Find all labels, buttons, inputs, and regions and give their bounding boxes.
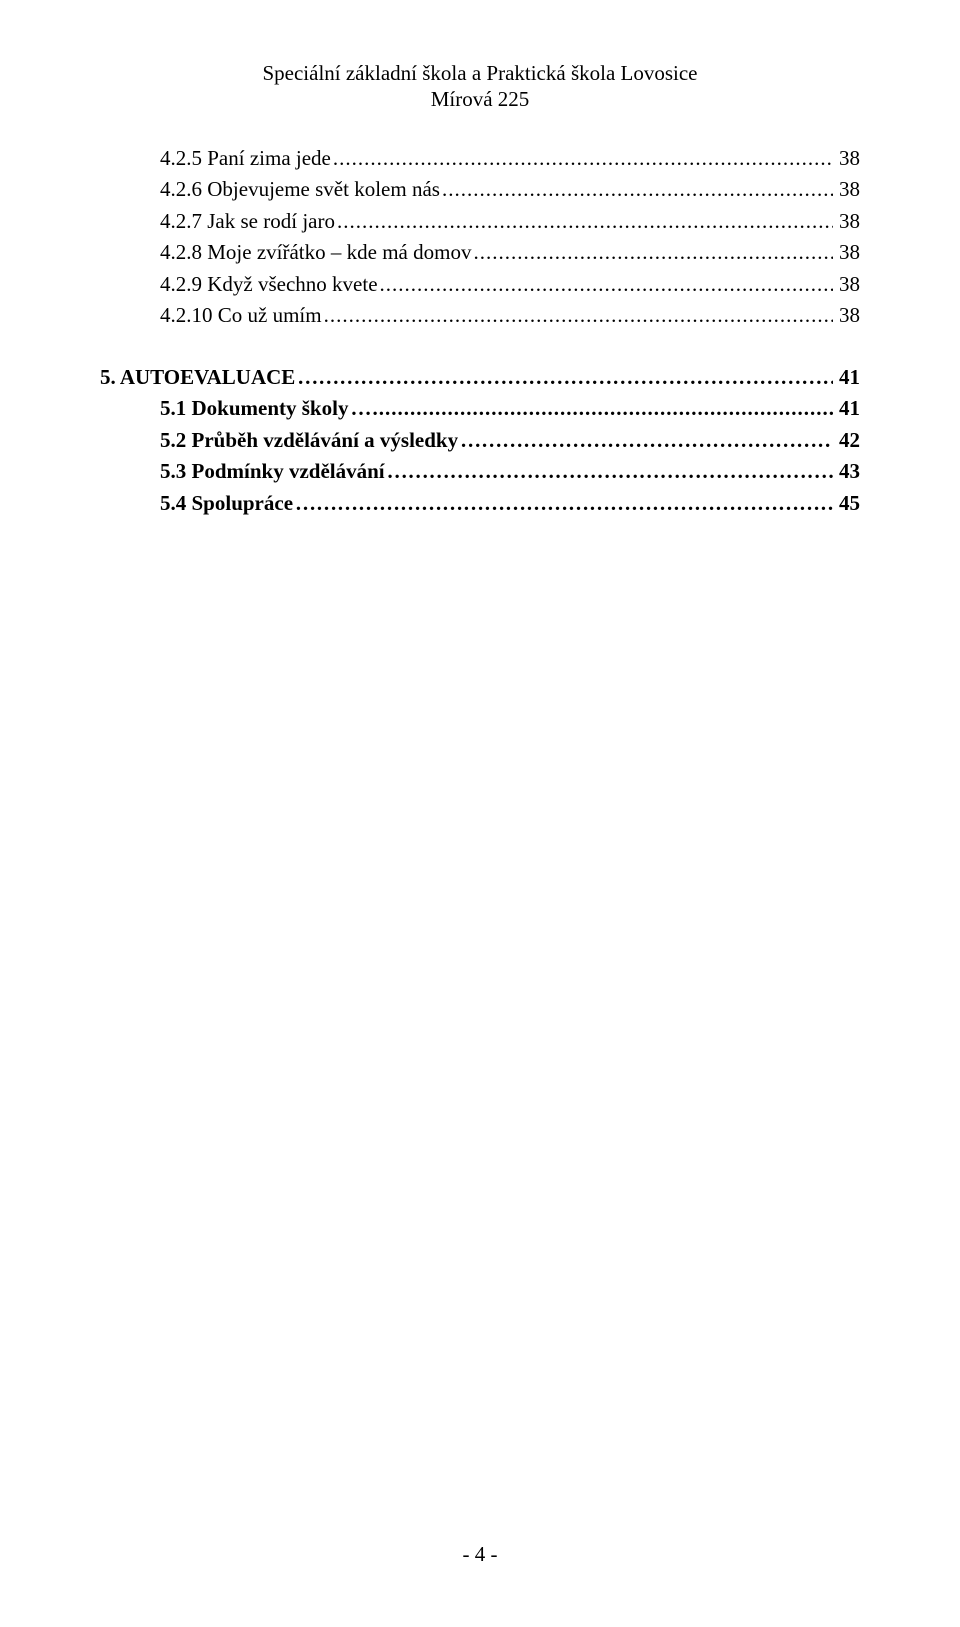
toc-leader [442, 174, 833, 206]
toc-label: 4.2.5 Paní zima jede [160, 143, 331, 175]
spacer [100, 332, 860, 362]
footer-page-number: - 4 - [463, 1542, 498, 1566]
toc-page-number: 38 [835, 237, 860, 269]
toc-leader [295, 488, 833, 520]
toc-leader [333, 143, 833, 175]
toc-sub-item: 4.2.7 Jak se rodí jaro 38 [100, 206, 860, 238]
toc-leader [297, 362, 833, 394]
document-page: Speciální základní škola a Praktická ško… [0, 0, 960, 1627]
toc-leader [460, 425, 833, 457]
toc-label: 4.2.6 Objevujeme svět kolem nás [160, 174, 440, 206]
toc-label: 4.2.8 Moje zvířátko – kde má domov [160, 237, 471, 269]
page-footer: - 4 - [0, 1542, 960, 1567]
toc-label-text: 4.2.8 Moje zvířátko [160, 240, 331, 264]
toc-sub-item: 4.2.5 Paní zima jede 38 [100, 143, 860, 175]
table-of-contents: 4.2.5 Paní zima jede 38 4.2.6 Objevujeme… [100, 143, 860, 520]
header-line-2: Mírová 225 [100, 86, 860, 112]
toc-page-number: 38 [835, 300, 860, 332]
toc-page-number: 41 [835, 362, 860, 394]
toc-page-number: 38 [835, 143, 860, 175]
toc-leader [350, 393, 833, 425]
toc-leader [337, 206, 833, 238]
toc-sub-item: 4.2.10 Co už umím 38 [100, 300, 860, 332]
toc-sub-item: 4.2.9 Když všechno kvete 38 [100, 269, 860, 301]
toc-label: 5. AUTOEVALUACE [100, 362, 295, 394]
toc-label: 4.2.10 Co už umím [160, 300, 322, 332]
toc-label: 5.4 Spolupráce [160, 488, 293, 520]
toc-page-number: 41 [835, 393, 860, 425]
toc-page-number: 38 [835, 206, 860, 238]
toc-leader [473, 237, 833, 269]
toc-sub-item: 4.2.6 Objevujeme svět kolem nás 38 [100, 174, 860, 206]
toc-label: 4.2.7 Jak se rodí jaro [160, 206, 335, 238]
toc-section-item: 5.1 Dokumenty školy 41 [100, 393, 860, 425]
toc-leader [324, 300, 833, 332]
toc-page-number: 43 [835, 456, 860, 488]
toc-leader [387, 456, 833, 488]
toc-page-number: 38 [835, 269, 860, 301]
toc-page-number: 45 [835, 488, 860, 520]
toc-label-extra: – kde má domov [331, 240, 472, 264]
page-header: Speciální základní škola a Praktická ško… [100, 60, 860, 113]
toc-page-number: 42 [835, 425, 860, 457]
toc-section-item: 5.2 Průběh vzdělávání a výsledky 42 [100, 425, 860, 457]
toc-label: 4.2.9 Když všechno kvete [160, 269, 378, 301]
toc-label: 5.2 Průběh vzdělávání a výsledky [160, 425, 458, 457]
toc-section-heading: 5. AUTOEVALUACE 41 [100, 362, 860, 394]
toc-label: 5.3 Podmínky vzdělávání [160, 456, 385, 488]
toc-section-item: 5.3 Podmínky vzdělávání 43 [100, 456, 860, 488]
toc-label: 5.1 Dokumenty školy [160, 393, 348, 425]
toc-section-item: 5.4 Spolupráce 45 [100, 488, 860, 520]
toc-page-number: 38 [835, 174, 860, 206]
toc-leader [380, 269, 833, 301]
toc-sub-item: 4.2.8 Moje zvířátko – kde má domov 38 [100, 237, 860, 269]
header-line-1: Speciální základní škola a Praktická ško… [100, 60, 860, 86]
